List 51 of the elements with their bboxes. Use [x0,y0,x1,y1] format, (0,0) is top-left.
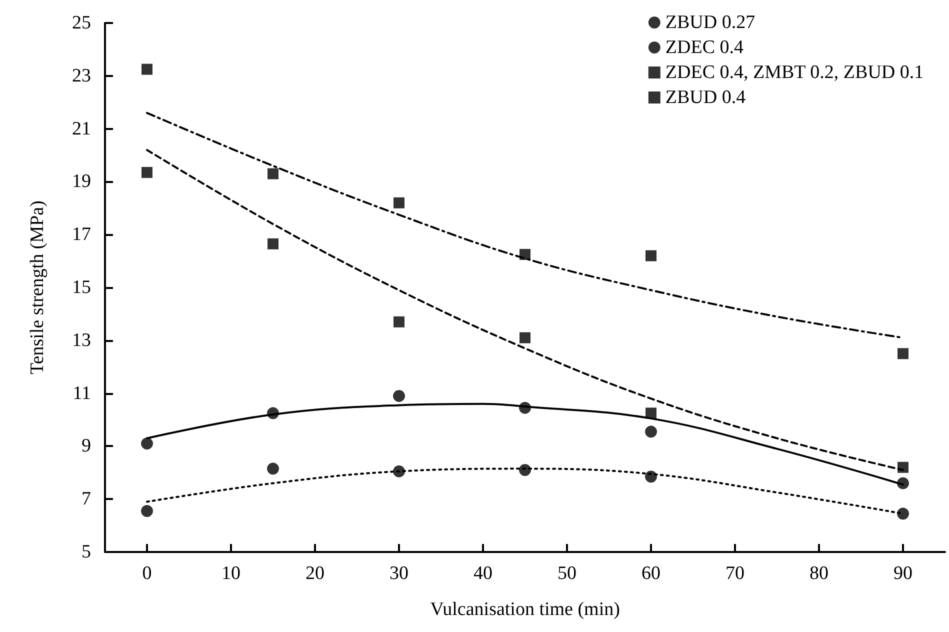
point [267,407,279,420]
y-tick-label: 21 [72,118,91,140]
x-tick-label: 70 [726,563,744,584]
x-tick-label: 10 [222,563,240,584]
x-tick-label: 90 [894,563,912,584]
x-axis-title: Vulcanisation time (min) [430,599,620,620]
legend-label: ZBUD 0.27 [665,12,756,33]
x-tick-label: 0 [142,563,152,584]
point [393,465,405,478]
point [519,402,531,414]
y-tick-label: 15 [72,277,91,298]
y-tick-label: 11 [72,382,91,404]
point [520,332,530,344]
x-tick-label: 50 [558,563,576,584]
point [141,505,153,517]
x-tick-label: 40 [474,563,492,584]
y-tick-label: 23 [72,65,91,86]
point [394,316,404,328]
point [394,197,404,208]
x-tick-label: 20 [306,563,324,584]
y-tick-label: 25 [72,12,91,34]
point [520,248,530,260]
point [898,348,908,360]
y-axis-title: Tensile strength (MPa) [27,200,48,374]
x-tick-label: 80 [810,563,828,584]
y-tick-label: 19 [72,171,91,192]
point [645,426,657,438]
point [897,508,909,520]
y-tick-label: 17 [72,224,91,246]
y-tick-label: 7 [82,488,91,510]
point [141,438,153,450]
legend-label: ZDEC 0.4, ZMBT 0.2, ZBUD 0.1 [665,62,924,83]
point [142,64,152,75]
point [267,462,279,475]
point [897,477,909,490]
point [393,390,405,402]
y-tick-label: 9 [82,436,91,457]
point [268,238,278,250]
point [645,470,657,483]
point [268,168,278,180]
point [646,250,656,262]
point [519,464,531,476]
x-tick-label: 60 [642,563,660,584]
point [646,408,656,419]
y-tick-label: 13 [72,330,91,351]
x-tick-label: 30 [390,563,408,584]
legend-label: ZBUD 0.4 [665,87,746,108]
y-tick-label: 5 [82,542,91,562]
point [142,166,152,178]
point [898,462,908,473]
legend-label: ZDEC 0.4 [665,37,744,58]
